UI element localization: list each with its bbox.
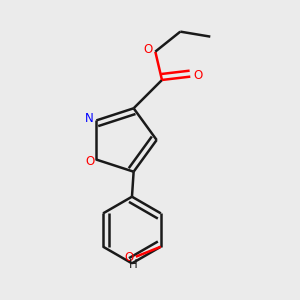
Text: H: H: [129, 257, 137, 271]
Text: N: N: [85, 112, 93, 125]
Text: O: O: [193, 70, 202, 83]
Text: O: O: [85, 155, 94, 168]
Text: O: O: [124, 251, 133, 264]
Text: O: O: [143, 44, 153, 56]
